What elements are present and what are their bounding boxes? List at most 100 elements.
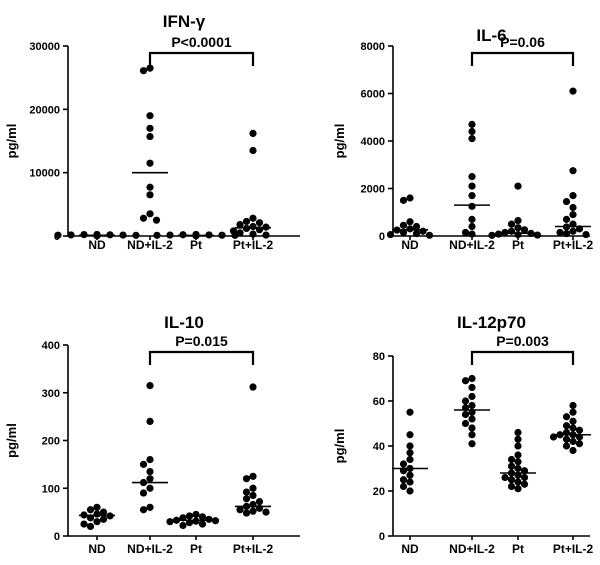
panel-il-12p70-nd-il-2-data-point [468,424,476,432]
panel-il-12p70-pt-data-point [514,435,522,443]
panel-ifn-pt-il-2-data-point [229,227,238,235]
panel-il-6-y-tick-label: 0 [379,231,385,243]
panel-il-10-pt-category-label: Pt [190,542,202,556]
panel-il-12p70-nd-data-point [406,449,414,457]
panel-il-12p70-pt-il-2-data-point [569,408,577,416]
panel-ifn-pt-data-point [218,231,226,239]
panel-ifn-y-tick-label: 10000 [29,168,60,180]
panel-il-6-nd-data-point [386,230,395,239]
panel-il-10-pt-data-point [179,521,187,530]
panel-il-10-pt-data-point [192,510,200,519]
panel-il-10-y-label: pg/ml [4,423,19,458]
panel-il-6-nd-il-2-data-point [468,222,476,231]
panel-il-6-nd-data-point [399,196,408,204]
panel-il-10-y-tick-label: 300 [42,388,60,400]
panel-il-10-nd-il-2-data-point [146,484,154,492]
panel-il-12p70-nd-il-2-data-point [468,392,476,401]
panel-ifn-nd-data-point [119,231,127,239]
panel-il-12p70-y-tick-label: 60 [373,396,385,408]
panel-il-6-pt-il-2-data-point [569,203,577,212]
panel-il-6-pt-data-point [514,182,522,190]
panel-il-12p70-pt-data-point [514,478,522,486]
panel-il-6-y-tick-label: 4000 [361,136,385,148]
panel-il-6-y-tick-label: 2000 [361,184,385,196]
panel-il-10-significance-bracket [148,350,255,365]
panel-il-6-nd-il-2-data-point [468,230,476,238]
panel-ifn-y-tick-label: 20000 [29,104,60,116]
panel-il-6-title: IL-6 [476,26,506,45]
panel-ifn-nd-il-2-data-point [152,216,161,224]
panel-il-12p70-pt-data-point [514,428,522,437]
panel-il-6-pt-il-2-data-point [562,230,571,238]
panel-il-6-nd-data-point [406,225,414,233]
panel-il-10-pt-data-point [172,516,181,524]
panel-il-6-nd-data-point [412,230,421,238]
panel-il-6-nd-data-point [399,228,408,237]
panel-il-10-pt-data-point [198,520,207,528]
panel-il-6-y-label: pg/ml [332,124,347,159]
panel-il-12p70-y-tick-label: 20 [373,486,385,498]
panel-il-6-nd-il-2-data-point [468,182,476,190]
panel-il-6-pt-il-2-data-point [569,227,577,235]
panel-il-10-pt-data-point [205,515,213,523]
panel-ifn-significance-bracket [148,51,255,66]
panel-il-10-pt-il-2-data-point [249,383,257,391]
panel-il-10: IL-10 0 100 200 300 400 pg/ml ND ND+IL-2 Pt Pt+IL-… [4,313,300,556]
panel-il-6-nd-data-point [406,218,414,226]
panel-il-12p70-nd-il-2-data-point [461,397,470,405]
panel-ifn-pt-data-point [166,231,174,239]
panel-il-10-nd-il-2-data-point [146,456,154,464]
panel-ifn-nd-il-2-data-point [146,124,154,132]
panel-ifn-nd-il-2-data-point [146,210,154,218]
panel-il-6-nd-il-2-data-point [468,127,476,136]
panel-il-10-pt-il-2-data-point [249,484,257,492]
panel-il-10-nd-data-point [99,515,108,523]
panel-ifn-nd-il-2-data-point [146,159,154,167]
panel-il-12p70-nd-il-2-data-point [468,440,476,448]
panel-il-6-pt-il-2-data-point [562,215,571,223]
panel-il-10-pt-data-point [192,517,200,525]
panel-il-12p70-y-tick-label: 80 [373,351,385,363]
panel-il-12p70-pt-data-point [514,451,522,459]
panel-il-12p70-nd-data-point [399,476,408,484]
panel-ifn-pt-data-point [153,231,161,239]
panel-il-12p70-pt-data-point [514,458,522,466]
panel-il-10-nd-data-point [99,508,108,516]
panel-ifn-pt-il-2-data-point [236,229,244,237]
panel-il-6-nd-il-2-data-point [468,120,476,128]
panel-ifn-nd-il-2-data-point [139,214,148,222]
panel-il-12p70-nd-il-2-data-point [468,383,476,392]
panel-il-10-pt-data-point [198,513,207,521]
panel-il-6-nd-il-2-category-label: ND+IL-2 [449,238,495,252]
panel-il-6-p-value: P=0.06 [500,34,545,50]
panel-il-6-pt-il-2-data-point [569,87,577,95]
panel-il-6-pt-data-point [494,230,503,238]
panel-ifn-y-tick-label: 30000 [29,41,60,53]
panel-il-6-significance-bracket [470,51,575,66]
panel-il-10-nd-il-2-data-point [146,417,154,425]
panel-il-10-nd-data-point [80,520,88,528]
panel-il-12p70-pt-data-point [507,476,516,484]
panel-il-12p70-pt-data-point [520,473,529,482]
panel-il-10-pt-il-2-data-point [242,475,251,483]
panel-il-10-pt-il-2-data-point [242,488,251,496]
panel-ifn-pt-category-label: Pt [190,238,202,252]
panel-il-6-nd-data-point [419,227,427,235]
panel-il-12p70-nd-data-point [406,408,414,416]
panel-ifn-nd-data-point [67,231,75,239]
panel-il-6-nd-il-2-data-point [468,135,476,143]
panel-ifn-pt-il-2-data-point [249,146,257,155]
panel-il-10-nd-data-point [93,510,101,518]
panel-ifn-nd-il-2-data-point [146,64,154,72]
panel-ifn-nd-il-2-data-point [139,67,148,75]
panel-il-12p70-pt-data-point [501,473,509,482]
panel-ifn-p-value: P<0.0001 [171,34,232,50]
panel-ifn-nd-il-2-data-point [146,112,154,120]
panel-ifn-pt-il-2-data-point [236,221,244,229]
panel-il-6-nd-il-2-data-point [461,228,470,237]
panel-il-10-pt-il-2-data-point [249,472,257,480]
panel-il-12p70-nd-il-2-data-point [468,415,476,423]
panel-il-12p70-nd-data-point [406,455,414,464]
panel-il-6-pt-il-2-category-label: Pt+IL-2 [553,238,594,252]
panel-il-12p70-pt-il-2-data-point [562,422,571,430]
